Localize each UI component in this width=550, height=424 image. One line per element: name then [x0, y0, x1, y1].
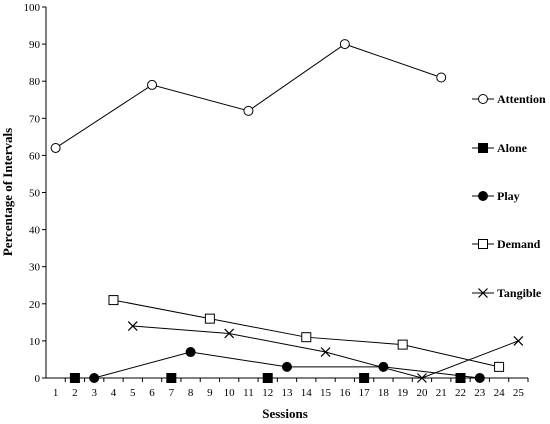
data-point-attention	[436, 72, 447, 83]
x-tick-label: 18	[378, 387, 390, 399]
data-point-attention	[50, 142, 61, 153]
y-tick-label: 80	[29, 76, 41, 88]
legend-label-attention: Attention	[497, 92, 546, 106]
legend-item-alone: Alone	[472, 141, 528, 155]
legend-marker-demand	[478, 239, 488, 249]
legend: Attention Alone Play Demand Tangible	[472, 92, 546, 300]
data-point-demand	[494, 361, 505, 372]
data-point-demand	[108, 295, 119, 306]
y-axis-title: Percentage of Intervals	[0, 128, 15, 256]
data-point-tangible	[513, 335, 524, 346]
legend-marker-tangible	[478, 288, 488, 298]
y-tick-label: 60	[29, 150, 41, 162]
series-demand	[108, 295, 505, 372]
data-point-attention	[339, 39, 350, 50]
x-axis-title: Sessions	[262, 406, 308, 421]
x-tick-label: 24	[494, 387, 506, 399]
marker-stroke	[513, 335, 524, 346]
y-tick-label: 30	[29, 262, 41, 274]
series-attention	[50, 39, 447, 153]
x-tick-label: 19	[397, 387, 409, 399]
marker-stroke	[320, 347, 331, 357]
x-tick-label: 3	[91, 387, 97, 399]
x-tick-label: 8	[188, 387, 194, 399]
data-point-play	[89, 373, 100, 383]
series-line-attention	[55, 43, 442, 149]
series-alone	[69, 373, 466, 383]
x-tick-label: 9	[207, 387, 213, 399]
x-tick-label: 17	[359, 387, 371, 399]
x-tick-label: 22	[455, 387, 466, 399]
y-tick-label: 90	[29, 39, 41, 51]
x-tick-label: 21	[436, 387, 447, 399]
x-tick-label: 6	[149, 387, 155, 399]
data-point-demand	[397, 339, 408, 350]
legend-marker-attention	[478, 94, 488, 104]
x-tick-label: 5	[130, 387, 136, 399]
data-point-alone	[455, 373, 466, 383]
x-tick-label: 16	[339, 387, 351, 399]
y-tick-label: 40	[29, 225, 41, 237]
legend-item-play: Play	[472, 189, 520, 203]
x-tick-label: 4	[111, 387, 117, 399]
y-tick-label: 10	[29, 336, 41, 348]
legend-label-tangible: Tangible	[497, 286, 542, 300]
y-tick-label: 70	[29, 113, 41, 125]
data-point-attention	[147, 79, 158, 90]
x-tick-label: 10	[224, 387, 236, 399]
legend-item-demand: Demand	[472, 237, 541, 251]
y-tick-label: 20	[29, 299, 41, 311]
marker-stroke	[417, 373, 427, 383]
marker-stroke	[478, 288, 488, 298]
series-tangible	[127, 321, 524, 383]
data-point-alone	[359, 373, 370, 383]
data-point-alone	[69, 373, 80, 383]
data-point-tangible	[320, 347, 331, 357]
legend-label-alone: Alone	[497, 141, 528, 155]
x-tick-label: 14	[301, 387, 313, 399]
marker-stroke	[224, 328, 235, 339]
y-tick-label: 100	[24, 2, 41, 14]
x-tick-label: 20	[416, 387, 428, 399]
legend-label-demand: Demand	[497, 237, 541, 251]
legend-label-play: Play	[497, 189, 520, 203]
x-tick-label: 23	[474, 387, 486, 399]
marker-stroke	[127, 321, 138, 331]
legend-marker-alone	[478, 143, 488, 153]
data-point-tangible	[127, 321, 138, 331]
data-point-demand	[301, 332, 312, 343]
x-tick-label: 7	[169, 387, 175, 399]
data-point-tangible	[224, 328, 235, 339]
y-tick-label: 50	[29, 188, 41, 200]
series-play	[89, 347, 485, 383]
x-tick-label: 12	[262, 387, 273, 399]
x-tick-label: 15	[320, 387, 332, 399]
y-tick-label: 0	[35, 373, 41, 385]
data-point-alone	[166, 373, 177, 383]
data-point-play	[474, 373, 485, 383]
legend-item-tangible: Tangible	[472, 286, 542, 300]
x-tick-label: 1	[53, 387, 59, 399]
legend-marker-play	[478, 191, 488, 201]
legend-item-attention: Attention	[472, 92, 546, 106]
series-layer	[50, 39, 524, 383]
x-tick-label: 11	[243, 387, 254, 399]
data-point-play	[185, 347, 196, 358]
data-point-attention	[243, 105, 254, 116]
x-tick-label: 2	[72, 387, 78, 399]
x-tick-label: 13	[282, 387, 294, 399]
x-tick-label: 25	[513, 387, 525, 399]
data-point-demand	[204, 313, 215, 324]
data-point-tangible	[417, 373, 427, 383]
data-point-play	[282, 361, 292, 372]
data-point-alone	[262, 373, 273, 383]
